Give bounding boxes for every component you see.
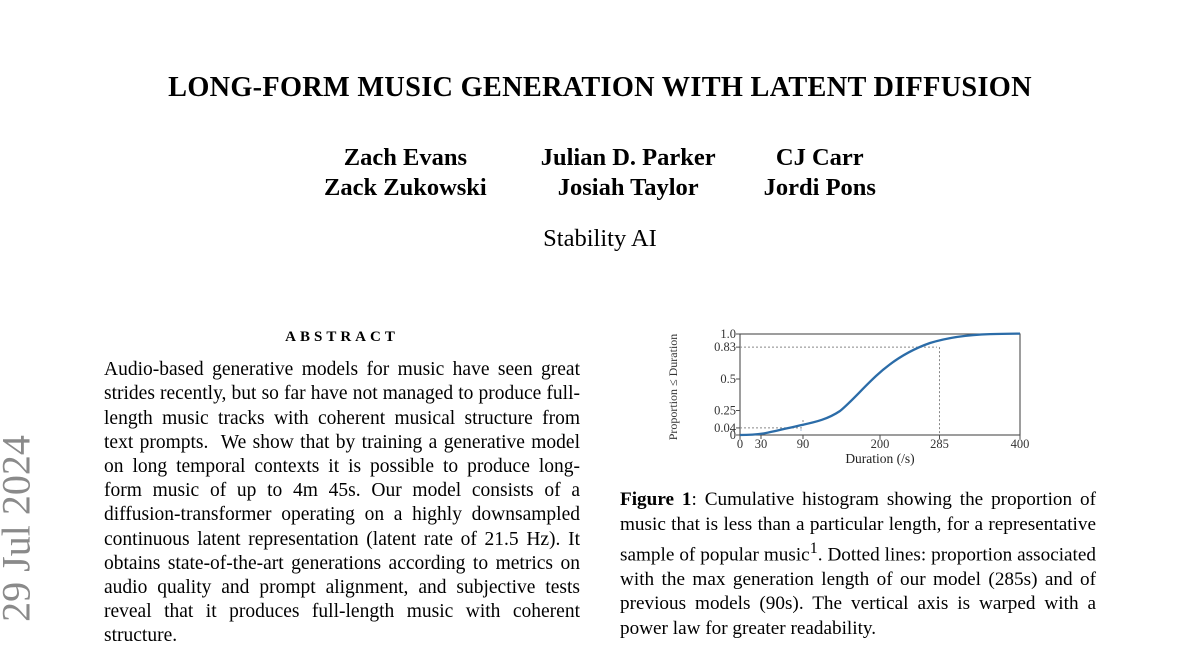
svg-text:Duration (/s): Duration (/s) bbox=[845, 451, 914, 466]
svg-text:0.5: 0.5 bbox=[720, 372, 736, 386]
svg-text:30: 30 bbox=[755, 437, 768, 451]
svg-text:Proportion ≤ Duration: Proportion ≤ Duration bbox=[666, 334, 680, 441]
svg-text:1.0: 1.0 bbox=[720, 327, 736, 341]
svg-text:0: 0 bbox=[737, 437, 743, 451]
svg-text:200: 200 bbox=[871, 437, 890, 451]
svg-text:0.25: 0.25 bbox=[714, 404, 736, 418]
svg-text:0.83: 0.83 bbox=[714, 340, 736, 354]
svg-text:285: 285 bbox=[930, 437, 949, 451]
svg-text:90: 90 bbox=[797, 437, 810, 451]
svg-text:400: 400 bbox=[1011, 437, 1030, 451]
svg-text:0: 0 bbox=[730, 428, 736, 442]
